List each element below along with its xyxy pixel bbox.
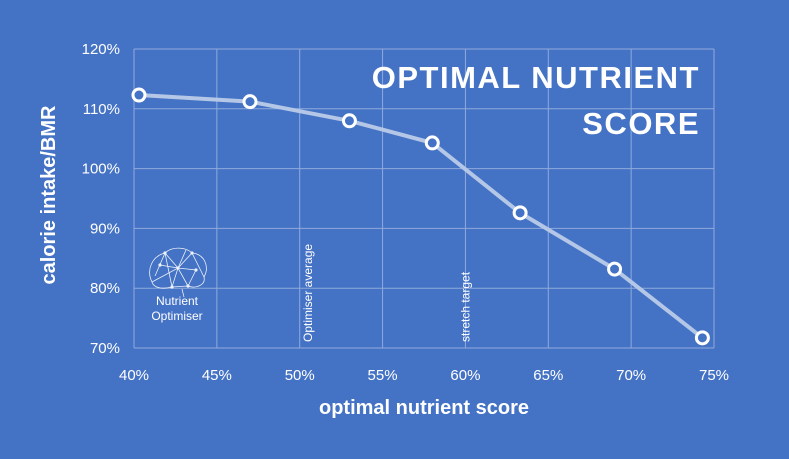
chart-title-line-1: OPTIMAL NUTRIENT [372,60,700,95]
y-tick-label: 100% [82,161,120,178]
data-point [131,87,147,103]
data-point [512,205,528,221]
data-point [242,94,258,110]
y-tick-label: 80% [90,280,120,297]
data-point [424,135,440,151]
annotation-label: stretch target [458,271,472,342]
x-tick-label: 40% [119,367,149,384]
chart-title-line-2: SCORE [582,106,700,141]
y-axis-ticks: 70% 80% 90% 100% 110% 120% [82,41,120,357]
data-point [607,261,623,277]
brain-network-icon [149,247,207,298]
data-point [694,330,710,346]
x-tick-label: 50% [285,367,315,384]
y-tick-label: 120% [82,41,120,58]
series [131,87,710,346]
annotation-label: Optimiser average [301,244,315,342]
x-axis-ticks: 40% 45% 50% 55% 60% 65% 70% 75% [119,367,729,384]
x-tick-label: 45% [202,367,232,384]
x-tick-label: 60% [450,367,480,384]
logo-text-line-2: Optimiser [151,309,202,323]
y-tick-label: 70% [90,340,120,357]
x-axis-title: optimal nutrient score [319,397,529,419]
y-tick-label: 90% [90,220,120,237]
y-tick-label: 110% [83,101,120,118]
data-point [341,113,357,129]
x-tick-label: 65% [533,367,563,384]
annotations: Optimiser average stretch target [301,244,472,342]
chart-title: OPTIMAL NUTRIENT SCORE [372,60,700,141]
x-tick-label: 75% [699,367,729,384]
y-axis-title: calorie intake/BMR [38,105,60,285]
logo-text-line-1: Nutrient [156,294,199,308]
x-tick-label: 55% [368,367,398,384]
nutrient-optimiser-logo: Nutrient Optimiser [149,247,207,323]
grid [133,48,715,349]
x-tick-label: 70% [616,367,646,384]
